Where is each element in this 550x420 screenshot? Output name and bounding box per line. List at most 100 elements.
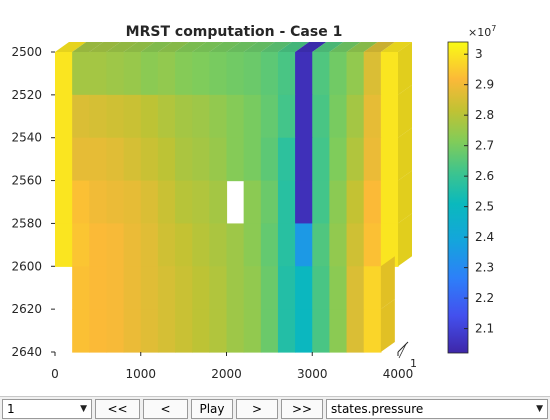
colorbar-tick-label: 2.5 (475, 200, 494, 214)
grid-cell (72, 52, 90, 96)
grid-cell (89, 180, 108, 225)
grid-cell (260, 309, 279, 353)
grid-cell (72, 266, 90, 310)
grid-cell (243, 137, 262, 182)
y-tick-label: 2620 (11, 302, 42, 316)
timestep-select[interactable]: 1 ▼ (2, 399, 92, 419)
cell-top-face (157, 42, 190, 52)
grid-cell (157, 309, 176, 353)
colorbar-tick-label: 2.1 (475, 322, 494, 336)
play-button[interactable]: Play (191, 399, 233, 419)
grid-cell (140, 52, 159, 96)
grid-cell (260, 223, 279, 267)
grid-cell (226, 309, 245, 353)
grid-cell (363, 94, 382, 139)
grid-cell (140, 94, 159, 139)
grid-cell (312, 94, 330, 139)
grid-cell (260, 137, 279, 182)
grid-cell (312, 266, 330, 310)
grid-cell (329, 180, 348, 225)
grid-cell (89, 52, 108, 96)
grid-cell (209, 137, 228, 182)
grid-cell (123, 52, 142, 96)
x-tick-label: 1000 (125, 367, 156, 381)
step-back-button[interactable]: < (143, 399, 188, 419)
y-tick-label: 2640 (11, 345, 42, 359)
grid-cell (363, 266, 382, 310)
field-select[interactable]: states.pressure ▼ (326, 399, 548, 419)
colorbar: 2.1 2.2 2.3 2.4 2.5 2.6 2.7 2.8 2.9 3 ×107 (447, 24, 496, 354)
cell-top-face (260, 42, 292, 52)
z-axis: 1 (397, 341, 417, 370)
grid-cell (226, 266, 245, 310)
grid-cell (72, 309, 90, 353)
grid-cell (295, 94, 313, 139)
grid-cell (243, 309, 262, 353)
grid-cell (243, 94, 262, 139)
cell-top-face (175, 42, 207, 52)
grid-cell (295, 223, 313, 267)
y-tick-label: 2500 (11, 45, 42, 59)
grid-cell (192, 137, 210, 182)
cell-top-face (55, 42, 87, 52)
grid-cell (89, 309, 108, 353)
grid-cell (380, 137, 399, 182)
grid-cell (55, 52, 73, 96)
figure-canvas: MRST computation - Case 1 25002520254025… (11, 24, 496, 381)
chevron-down-icon: ▼ (80, 404, 87, 414)
grid-cell (72, 137, 90, 182)
grid-cell (192, 94, 210, 139)
x-tick-label: 0 (51, 367, 59, 381)
cell-side-face (398, 170, 412, 224)
grid-cell (226, 94, 245, 139)
grid-cell (295, 180, 313, 225)
grid-cell (260, 52, 279, 96)
grid-cell (209, 309, 228, 353)
grid-cell (140, 309, 159, 353)
cell-top-face (363, 42, 395, 52)
grid-cell (192, 180, 210, 225)
x-tick-label: 3000 (297, 367, 328, 381)
grid-cell (226, 223, 245, 267)
y-tick-label: 2540 (11, 131, 42, 145)
grid-cell (346, 223, 365, 267)
grid-cell (209, 94, 228, 139)
grid-cell (277, 52, 296, 96)
colorbar-exponent: ×107 (468, 24, 496, 39)
grid-cell (295, 266, 313, 310)
grid-cell (175, 94, 193, 139)
colorbar-tick-label: 2.4 (475, 230, 494, 244)
grid-cell (260, 266, 279, 310)
rewind-button[interactable]: << (95, 399, 140, 419)
grid-cell (329, 52, 348, 96)
grid-cell (89, 266, 108, 310)
grid-cell (209, 180, 228, 225)
cell-side-face (380, 256, 395, 310)
step-forward-button[interactable]: > (236, 399, 278, 419)
grid-cell (329, 266, 348, 310)
fast-forward-button[interactable]: >> (281, 399, 323, 419)
grid-surface (55, 42, 412, 353)
grid-cell (123, 266, 142, 310)
grid-cell (346, 266, 365, 310)
colorbar-tick-label: 2.2 (475, 291, 494, 305)
cell-top-face (243, 42, 275, 52)
grid-cell (295, 52, 313, 96)
grid-cell (123, 309, 142, 353)
y-tick-label: 2580 (11, 216, 42, 230)
grid-cell (329, 94, 348, 139)
cell-top-face (312, 42, 344, 52)
cell-side-face (398, 84, 412, 138)
grid-cell (157, 223, 176, 267)
grid-cell (140, 223, 159, 267)
grid-cell (346, 137, 365, 182)
grid-cell (243, 52, 262, 96)
grid-cell (329, 137, 348, 182)
grid-cell (140, 180, 159, 225)
cell-top-face (209, 42, 241, 52)
grid-cell (157, 266, 176, 310)
grid-cell (123, 223, 142, 267)
grid-cell (295, 309, 313, 353)
grid-cell (295, 137, 313, 182)
grid-cell (312, 309, 330, 353)
